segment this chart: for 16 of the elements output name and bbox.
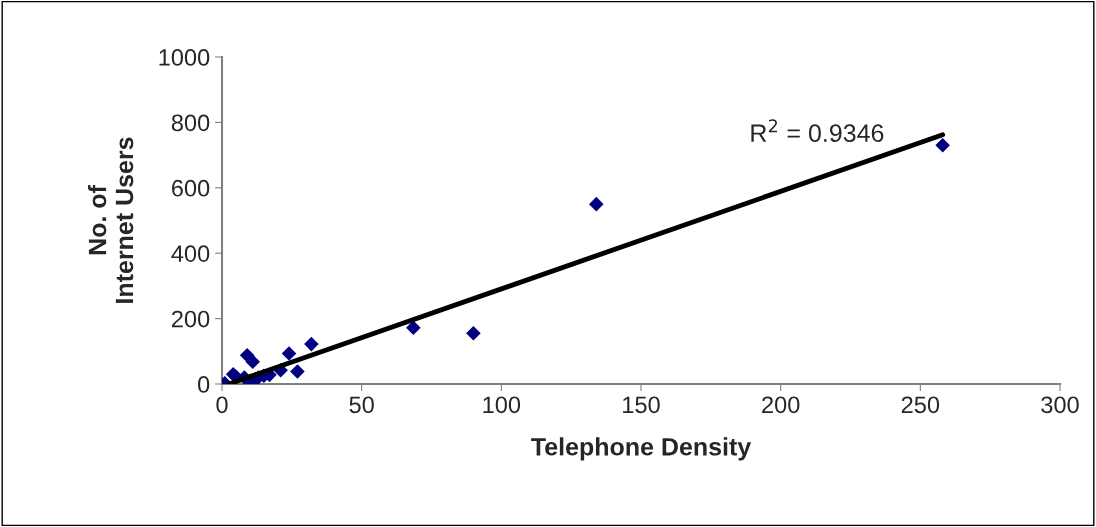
x-tick-label: 200 [762,396,800,414]
y-tick-label: 800 [171,114,210,132]
x-tick-label: 300 [1041,396,1079,414]
x-tick-label: 150 [623,396,660,414]
y-tick-label: 600 [172,179,210,197]
y-axis-title: No. of Internet Users [88,137,134,303]
x-axis-title: Telephone Density [531,437,752,461]
annotation: R$^{2}$ = 0.9346 [751,119,884,142]
x-tick-label: 0 [216,396,228,414]
x-tick-label: 250 [901,396,940,414]
y-tick-label: 200 [171,310,210,328]
x-tick-label: 50 [349,396,374,414]
y-tick-label: 0 [197,376,210,393]
y-tick-label: 1000 [159,49,210,66]
x-tick-label: 100 [483,396,521,414]
y-tick-label: 400 [171,245,210,262]
